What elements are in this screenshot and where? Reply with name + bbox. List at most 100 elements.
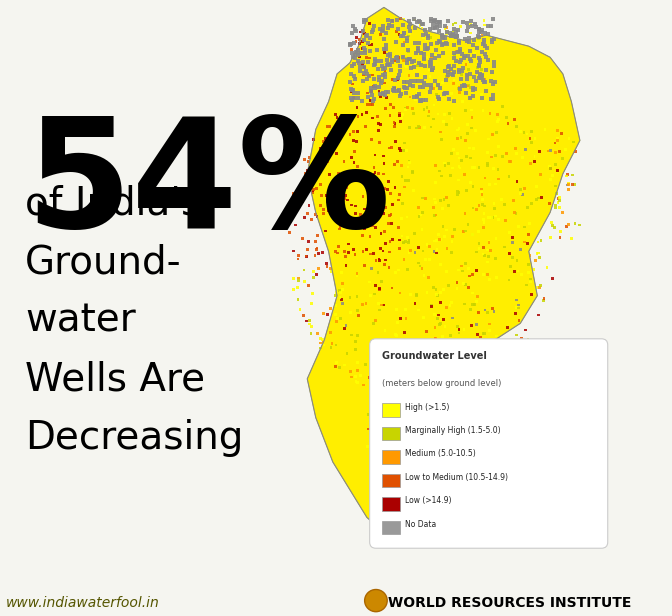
Point: [419, 271, 429, 281]
Point: [421, 29, 431, 39]
Point: [473, 31, 484, 41]
Point: [322, 157, 333, 167]
Point: [523, 334, 534, 344]
Point: [352, 48, 363, 58]
Point: [355, 371, 366, 381]
Point: [449, 67, 460, 76]
Point: [341, 261, 351, 270]
Point: [414, 123, 425, 132]
Point: [325, 328, 336, 338]
Point: [409, 459, 420, 469]
Point: [368, 113, 378, 123]
Point: [507, 238, 518, 248]
Point: [468, 34, 479, 44]
Point: [450, 57, 461, 67]
Point: [308, 273, 319, 283]
Point: [538, 296, 549, 306]
Point: [337, 171, 347, 181]
Point: [307, 188, 318, 198]
Point: [345, 308, 355, 318]
Point: [439, 322, 450, 331]
Point: [478, 269, 489, 279]
Point: [441, 266, 452, 276]
Point: [531, 152, 542, 161]
Point: [421, 35, 432, 45]
Point: [375, 89, 386, 99]
Point: [401, 103, 411, 113]
Point: [347, 49, 358, 59]
Point: [394, 288, 405, 298]
Point: [439, 88, 450, 98]
Point: [327, 266, 337, 276]
Point: [480, 173, 491, 183]
Point: [345, 70, 356, 79]
Point: [387, 15, 398, 25]
Point: [434, 455, 445, 465]
Point: [339, 323, 350, 333]
Point: [366, 134, 376, 144]
Point: [419, 372, 430, 382]
Point: [398, 238, 409, 248]
Point: [306, 328, 317, 338]
Point: [392, 24, 403, 34]
Point: [323, 205, 333, 215]
Point: [340, 191, 351, 201]
Point: [474, 53, 485, 63]
Point: [507, 233, 517, 243]
Text: WORLD RESOURCES INSTITUTE: WORLD RESOURCES INSTITUTE: [388, 596, 632, 610]
Point: [475, 332, 486, 342]
Point: [352, 126, 363, 136]
Point: [519, 128, 530, 137]
Point: [354, 67, 365, 76]
Point: [405, 513, 416, 523]
Point: [315, 179, 326, 189]
Point: [424, 241, 435, 251]
Point: [434, 235, 445, 245]
Point: [361, 75, 372, 84]
Point: [513, 316, 524, 326]
Point: [360, 67, 371, 76]
Point: [468, 182, 478, 192]
Point: [361, 299, 372, 309]
Point: [448, 53, 459, 63]
Point: [390, 119, 401, 129]
Point: [352, 357, 363, 367]
Point: [370, 373, 380, 383]
Point: [452, 322, 462, 331]
Point: [557, 208, 568, 217]
Point: [442, 244, 452, 254]
Point: [439, 194, 450, 204]
Point: [454, 44, 465, 54]
Point: [379, 78, 390, 88]
Point: [455, 163, 466, 173]
Point: [431, 290, 442, 299]
Point: [308, 185, 319, 195]
Point: [477, 75, 488, 85]
FancyBboxPatch shape: [382, 403, 400, 417]
Point: [472, 415, 483, 425]
Point: [446, 31, 456, 41]
Text: No Data: No Data: [405, 520, 436, 529]
Point: [482, 29, 493, 39]
Point: [468, 299, 479, 309]
Point: [466, 56, 476, 66]
Point: [381, 353, 392, 363]
Point: [378, 44, 389, 54]
Point: [427, 50, 437, 60]
Point: [405, 54, 416, 64]
Point: [429, 379, 440, 389]
Point: [330, 362, 341, 371]
Point: [482, 257, 493, 267]
Point: [534, 253, 545, 262]
Point: [464, 46, 475, 55]
Point: [523, 267, 534, 277]
Point: [561, 171, 572, 181]
Point: [542, 146, 553, 156]
Point: [409, 62, 420, 72]
Point: [450, 31, 461, 41]
Point: [488, 79, 499, 89]
Point: [560, 145, 571, 155]
Point: [401, 57, 412, 67]
Point: [350, 336, 361, 346]
Point: [349, 75, 360, 84]
